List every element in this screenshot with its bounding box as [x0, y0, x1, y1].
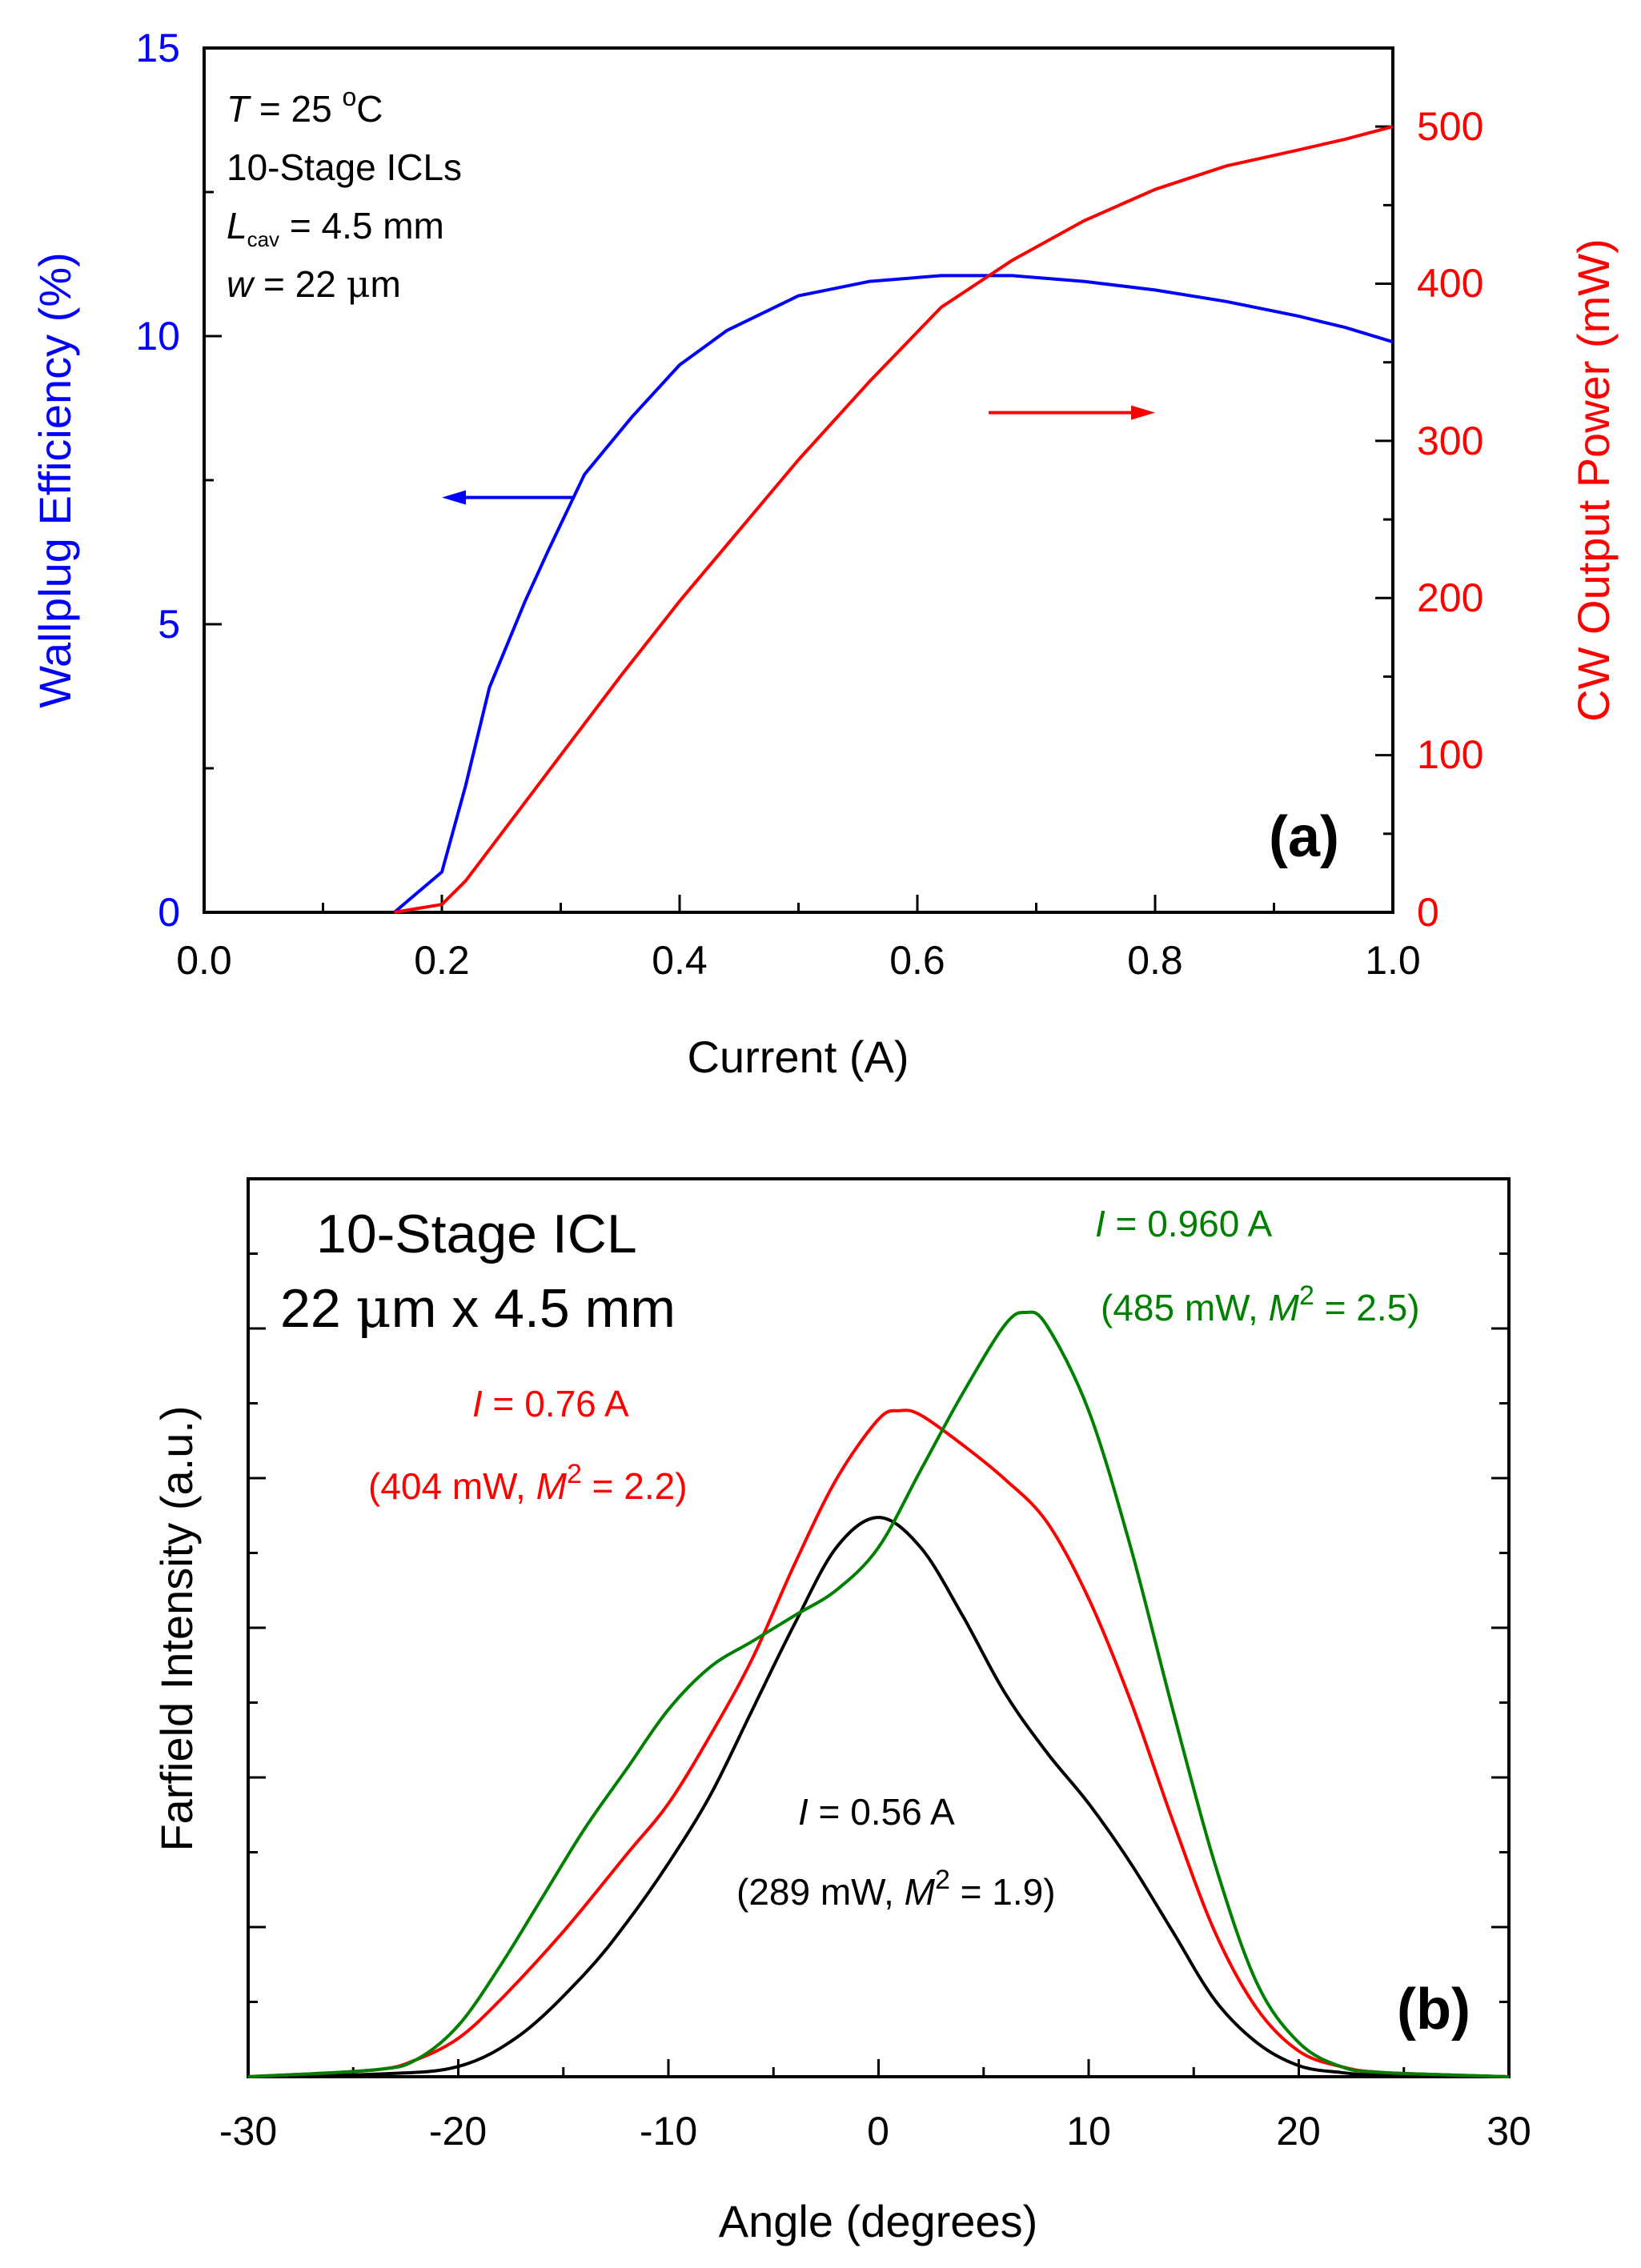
cw-output-power-line	[394, 125, 1394, 914]
panel-b-y-axis-label: Farfield Intensity (a.u.)	[151, 1405, 202, 1851]
panel-a-ytick-right-label: 100	[1417, 732, 1483, 777]
panel-b-xtick-label: -10	[640, 2109, 697, 2154]
panel-b-series	[247, 1310, 1510, 2078]
panel-a-ytick-right-label: 0	[1417, 890, 1439, 935]
panel-a-ytick-left-label: 5	[158, 602, 180, 647]
panel-b-ticks	[247, 1252, 1511, 2077]
panel-a-cavity-annotation: Lcav = 4.5 mm	[227, 205, 444, 251]
farfield-0.76A-line	[247, 1408, 1510, 2078]
efficiency-axis-arrow	[442, 490, 573, 505]
panel-b-device-annotation-line2: 22 μm x 4.5 mm	[280, 1277, 676, 1340]
black-series-current-label: I = 0.56 A	[798, 1791, 955, 1833]
farfield-0.960A-line	[247, 1310, 1510, 2078]
panel-a-ytick-right-label: 300	[1417, 419, 1483, 463]
power-axis-arrow	[989, 405, 1155, 420]
panel-b-xtick-label: 10	[1066, 2109, 1111, 2154]
panel-b-xtick-label: -20	[429, 2109, 487, 2154]
wallplug-efficiency-line	[393, 274, 1394, 914]
panel-a-xtick-label: 0.4	[652, 938, 708, 983]
panel-a-ytick-right-label: 500	[1417, 104, 1483, 149]
panel-a-y-axis-right-label: CW Output Power (mW)	[1568, 238, 1619, 722]
red-series-power-label: (404 mW, M2 = 2.2)	[368, 1459, 688, 1507]
panel-b-xtick-label: 20	[1276, 2109, 1321, 2154]
panel-a-xtick-label: 0.0	[176, 938, 232, 983]
panel-a-ytick-right-label: 200	[1417, 575, 1483, 620]
panel-b: -30 -20 -10 0 10 20 30 Angle (degrees) F…	[151, 1177, 1531, 2246]
panel-b-x-axis-label: Angle (degrees)	[719, 2196, 1037, 2246]
panel-b-xtick-label: -30	[219, 2109, 277, 2154]
panel-a-series	[393, 125, 1394, 914]
panel-a-width-annotation: w = 22 μm	[227, 262, 401, 306]
panel-a-x-axis-label: Current (A)	[688, 1032, 909, 1082]
panel-b-label: (b)	[1397, 1977, 1470, 2042]
panel-a-label: (a)	[1269, 805, 1339, 869]
panel-a-y-axis-left-label: Wallplug Efficiency (%)	[30, 252, 80, 708]
panel-a-ytick-left-label: 15	[135, 26, 180, 70]
panel-a-xtick-label: 0.2	[414, 938, 470, 983]
panel-b-xtick-label: 30	[1487, 2109, 1531, 2154]
green-series-power-label: (485 mW, M2 = 2.5)	[1101, 1280, 1420, 1328]
panel-a-stages-annotation: 10-Stage ICLs	[227, 146, 462, 188]
panel-a-ticks	[203, 46, 1394, 914]
black-series-power-label: (289 mW, M2 = 1.9)	[736, 1865, 1056, 1913]
panel-a-ytick-right-label: 400	[1417, 261, 1483, 306]
panel-b-device-annotation-line1: 10-Stage ICL	[316, 1204, 637, 1264]
panel-a-xtick-label: 1.0	[1365, 938, 1421, 983]
panel-a: 0.0 0.2 0.4 0.6 0.8 1.0 0 5 10 15 0 100 …	[30, 26, 1619, 1082]
green-series-current-label: I = 0.960 A	[1095, 1203, 1273, 1244]
panel-a-ytick-left-label: 0	[158, 890, 180, 935]
panel-a-temperature-annotation: T = 25 oC	[227, 82, 383, 130]
panel-a-ytick-left-label: 10	[135, 314, 180, 359]
panel-a-xtick-label: 0.6	[889, 938, 945, 983]
panel-b-xtick-label: 0	[867, 2109, 889, 2154]
panel-a-xtick-label: 0.8	[1127, 938, 1183, 983]
farfield-0.56A-line	[247, 1516, 1510, 2078]
red-series-current-label: I = 0.76 A	[472, 1383, 629, 1425]
